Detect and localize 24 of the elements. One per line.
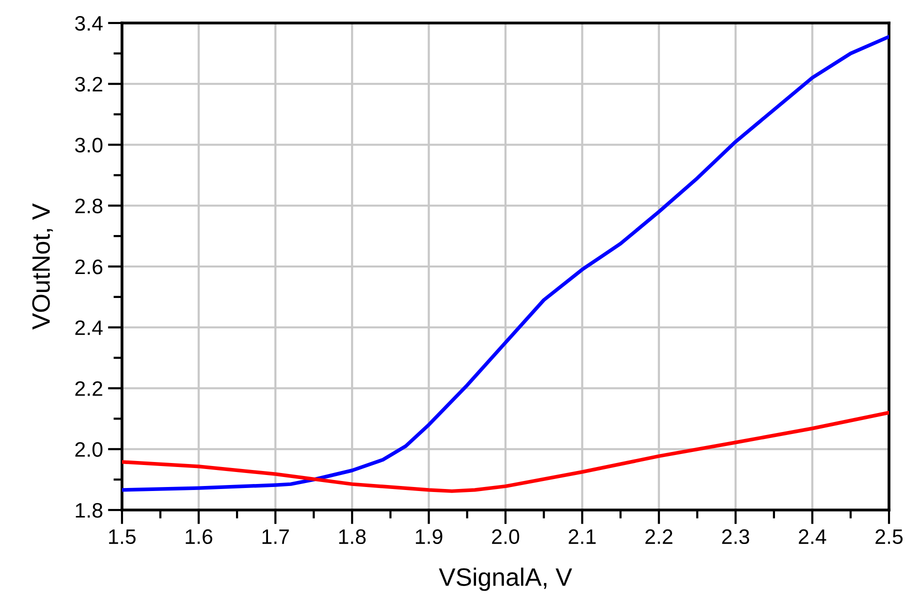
line-series <box>122 34 889 492</box>
x-tick-label: 1.8 <box>339 529 366 544</box>
x-tick-label: 2.3 <box>722 529 750 544</box>
x-tick-label: 2.2 <box>645 529 672 544</box>
y-tick-label: 2.6 <box>75 260 102 274</box>
y-tick-label: 3.4 <box>75 16 103 31</box>
y-tick-label: 2.4 <box>75 320 103 335</box>
x-tick-label: 2.4 <box>798 529 826 544</box>
x-tick-label: 1.5 <box>109 530 136 544</box>
x-tick-label: 2.5 <box>876 529 903 544</box>
y-tick-label: 2.2 <box>75 381 102 396</box>
y-tick-label: 2.0 <box>75 442 102 457</box>
y-axis-title: VOutNot, V <box>32 203 53 330</box>
y-tick-label: 3.0 <box>75 138 102 153</box>
x-tick-label: 1.9 <box>416 529 442 544</box>
y-tick-label: 2.8 <box>75 198 102 214</box>
x-tick-label: 2.0 <box>492 529 520 544</box>
x-tick-label: 1.6 <box>186 529 212 544</box>
y-tick-label: 3.2 <box>75 76 102 92</box>
line-series <box>122 410 889 493</box>
y-tick-label: 1.8 <box>76 503 102 518</box>
x-tick-label: 1.7 <box>262 530 289 544</box>
x-axis-title: VSignalA, V <box>438 568 572 591</box>
x-tick-label: 2.1 <box>568 529 596 544</box>
